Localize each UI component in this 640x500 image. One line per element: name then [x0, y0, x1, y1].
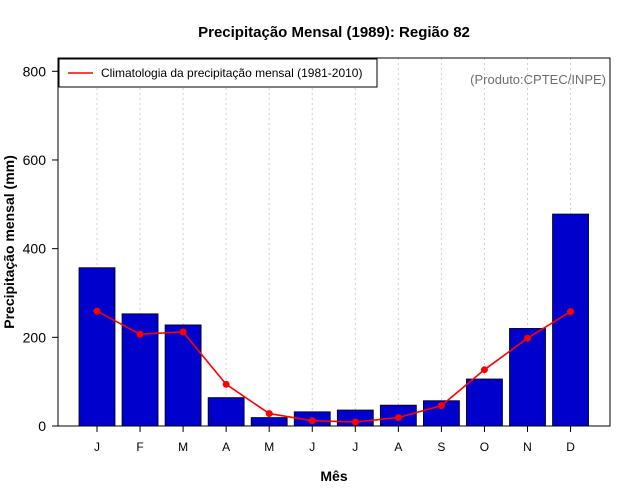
x-tick-label-7: J	[352, 440, 358, 454]
climatology-point-9	[437, 402, 445, 410]
climatology-point-7	[351, 418, 359, 426]
y-tick-label-400: 400	[23, 241, 47, 257]
climatology-point-3	[179, 328, 187, 336]
y-tick-label-200: 200	[23, 329, 47, 345]
bar-4	[207, 397, 245, 427]
x-tick-label-4: A	[222, 440, 230, 454]
climatology-point-6	[308, 417, 316, 425]
climatology-point-4	[222, 380, 230, 388]
x-tick-label-2: F	[136, 440, 143, 454]
x-tick-label-8: A	[394, 440, 402, 454]
y-axis: 0 200 400 600 800	[23, 63, 58, 434]
credit-text: (Produto:CPTEC/INPE)	[470, 72, 606, 87]
plot-frame	[57, 57, 611, 427]
bar-series	[78, 213, 589, 427]
climatology-point-1	[93, 307, 101, 315]
climatology-line	[96, 310, 571, 423]
legend-box	[58, 58, 378, 88]
y-tick-label-0: 0	[38, 418, 46, 434]
bar-2	[121, 313, 159, 427]
climatology-point-2	[136, 330, 144, 338]
bar-10	[466, 378, 503, 427]
y-tick-label-600: 600	[23, 152, 47, 168]
climatology-line-series	[93, 307, 575, 426]
y-tick-label-800: 800	[23, 63, 47, 79]
legend-entry-climatology: Climatologia da precipitação mensal (198…	[101, 66, 362, 80]
chart-title: Precipitação Mensal (1989): Região 82	[198, 24, 470, 41]
x-tick-label-3: M	[178, 440, 188, 454]
x-tick-label-1: J	[94, 440, 100, 454]
y-axis-label: Precipitação mensal (mm)	[1, 155, 17, 329]
bar-5	[250, 417, 288, 427]
bar-11	[509, 328, 546, 427]
x-tick-label-9: S	[437, 440, 445, 454]
legend: Climatologia da precipitação mensal (198…	[58, 58, 378, 88]
x-tick-label-11: N	[523, 440, 532, 454]
climatology-point-8	[394, 414, 402, 422]
climatology-point-12	[567, 308, 575, 316]
bar-1	[78, 267, 116, 427]
x-tick-label-12: D	[566, 440, 575, 454]
x-tick-label-5: M	[264, 440, 274, 454]
x-tick-label-10: O	[480, 440, 489, 454]
climatology-point-10	[480, 366, 488, 374]
climatology-point-11	[524, 334, 531, 342]
bar-12	[552, 213, 589, 427]
bar-3	[164, 324, 202, 427]
x-axis-label: Mês	[320, 468, 347, 484]
x-tick-label-6: J	[309, 440, 315, 454]
climatology-point-5	[265, 410, 273, 418]
